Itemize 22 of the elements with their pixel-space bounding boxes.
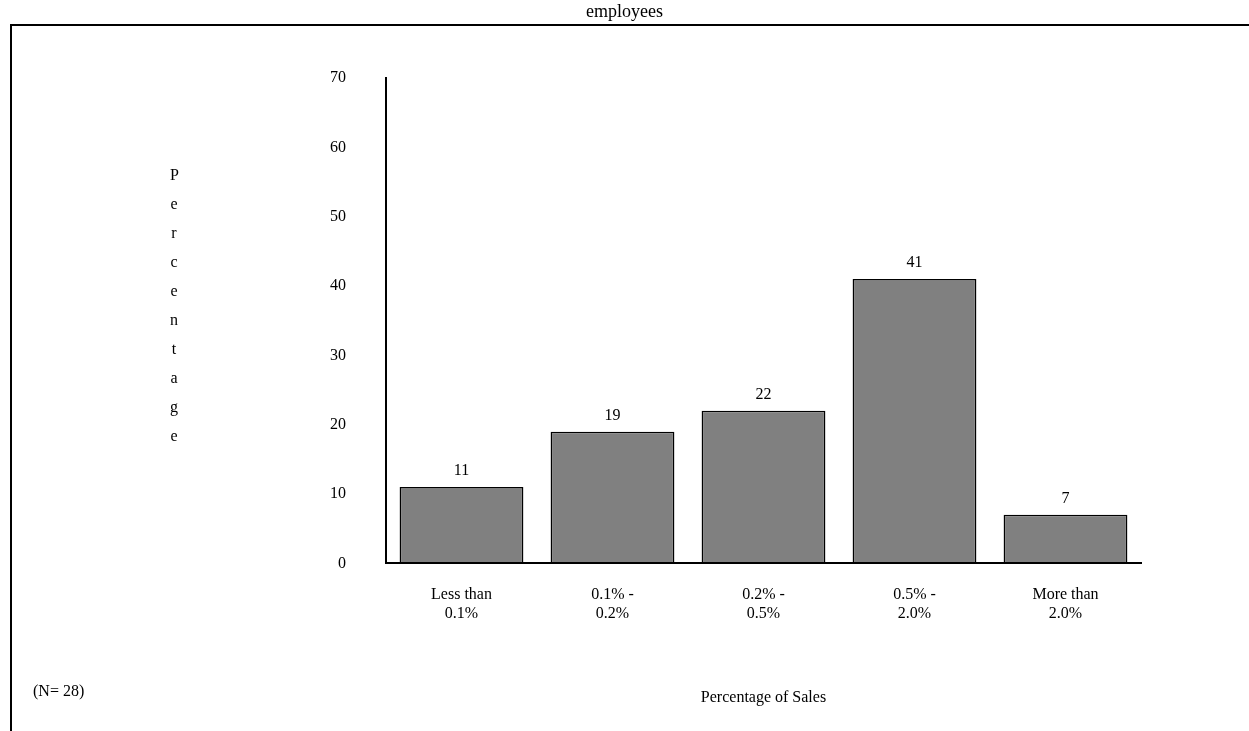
y-tick-label: 0	[338, 553, 346, 571]
y-tick-label: 30	[330, 345, 346, 363]
data-label: 22	[755, 385, 772, 403]
x-axis-title: Percentage of Sales	[700, 687, 827, 706]
data-label: 19	[604, 405, 621, 423]
x-tick-label: 0.2% - 0.5%	[742, 585, 785, 622]
y-tick-label: 10	[330, 484, 346, 502]
y-tick-label: 50	[330, 206, 346, 224]
data-label: 41	[906, 253, 923, 271]
x-tick-label: More than 2.0%	[1032, 585, 1099, 622]
y-tick-label: 60	[330, 137, 346, 155]
data-label: 11	[453, 461, 470, 479]
y-tick-label: 70	[330, 68, 346, 86]
x-tick-label: 0.1% - 0.2%	[591, 585, 634, 622]
text: (N= 28)	[33, 682, 85, 700]
y-tick-label: 20	[330, 414, 346, 432]
x-tick-label: Less than 0.1%	[431, 585, 492, 622]
text: Percentage	[170, 166, 179, 444]
x-tick-label: 0.5% - 2.0%	[893, 585, 936, 622]
data-label: 7	[1061, 489, 1070, 507]
chart-title: employees	[585, 1, 664, 22]
y-tick-label: 40	[330, 276, 346, 294]
